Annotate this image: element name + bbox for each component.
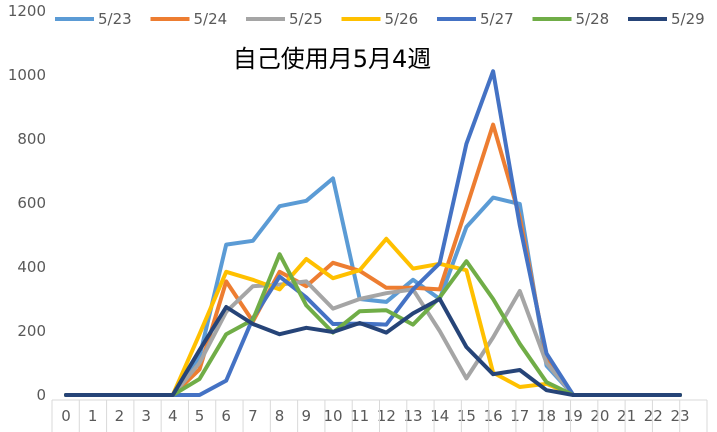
x-tick-label: 8 [275,407,285,425]
x-tick-label: 16 [484,407,503,425]
x-axis-ticks: 0 1 2 3 4 5 6 7 8 9 10 11 12 13 14 15 16 17 18 19 20 21 22 23 [61,407,689,425]
series-line-5-23 [64,176,682,397]
series-lines [64,69,682,397]
y-tick-label: 0 [36,386,46,404]
x-tick-label: 15 [457,407,476,425]
x-tick-label: 20 [590,407,609,425]
legend-label: 5/25 [289,10,323,28]
x-tick-label: 4 [168,407,178,425]
x-tick-label: 19 [564,407,583,425]
series-line-5-26 [64,236,682,397]
x-tick-label: 7 [248,407,258,425]
x-tick-label: 17 [510,407,529,425]
legend-label: 5/24 [194,10,228,28]
x-tick-label: 2 [115,407,125,425]
y-tick-label: 1000 [8,66,46,84]
legend-label: 5/26 [385,10,419,28]
x-tick-label: 22 [644,407,663,425]
legend: 5/23 5/24 5/25 5/26 5/27 5/28 5/29 [55,10,705,28]
x-tick-label: 13 [403,407,422,425]
series-line-5-29 [64,297,682,397]
x-tick-label: 12 [377,407,396,425]
x-tick-label: 9 [301,407,311,425]
x-tick-label: 6 [221,407,231,425]
x-tick-label: 3 [141,407,151,425]
y-tick-label: 600 [17,194,46,212]
x-tick-label: 14 [430,407,449,425]
series-line-5-27 [64,69,682,397]
x-tick-label: 10 [323,407,342,425]
y-tick-label: 1200 [8,2,46,20]
y-tick-label: 200 [17,322,46,340]
legend-label: 5/29 [671,10,705,28]
y-axis-ticks: 0 200 400 600 800 1000 1200 [8,2,46,404]
legend-label: 5/27 [480,10,514,28]
chart-title: 自己使用月5月4週 [233,45,432,73]
x-tick-label: 0 [61,407,71,425]
y-tick-label: 400 [17,258,46,276]
x-tick-label: 11 [350,407,369,425]
x-tick-label: 21 [617,407,636,425]
axes [51,399,708,432]
x-tick-label: 18 [537,407,556,425]
legend-label: 5/23 [98,10,132,28]
y-tick-label: 800 [17,130,46,148]
legend-label: 5/28 [576,10,610,28]
x-tick-label: 1 [88,407,98,425]
series-line-5-24 [64,122,682,397]
x-tick-label: 5 [195,407,205,425]
